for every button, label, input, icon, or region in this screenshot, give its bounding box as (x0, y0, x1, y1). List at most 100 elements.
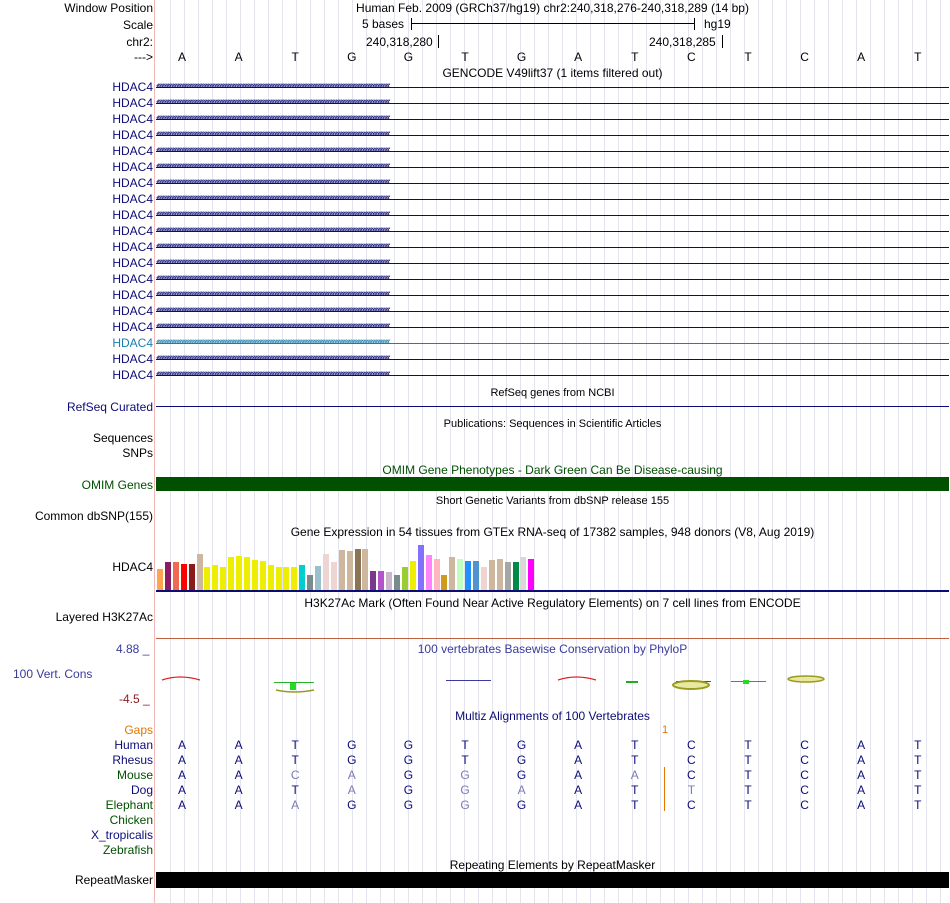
publications-sequences-label[interactable]: Sequences (92, 431, 153, 445)
gencode-gene-row[interactable]: ‹‹‹‹‹‹‹‹‹‹‹‹‹‹‹‹‹‹‹‹‹‹‹‹‹‹‹‹‹‹‹‹‹‹‹‹‹‹‹‹… (156, 160, 949, 174)
multiz-track-title[interactable]: Multiz Alignments of 100 Vertebrates (455, 709, 650, 723)
gtex-bar[interactable] (212, 565, 219, 590)
gtex-bar[interactable] (441, 575, 448, 590)
gencode-gene-label[interactable]: HDAC4 (112, 224, 153, 238)
gtex-bar[interactable] (378, 571, 385, 590)
gencode-gene-label[interactable]: HDAC4 (112, 352, 153, 366)
omim-feature-bar[interactable] (156, 477, 949, 491)
species-label[interactable]: Elephant (105, 798, 153, 812)
gencode-gene-label[interactable]: HDAC4 (112, 288, 153, 302)
gtex-bar[interactable] (299, 565, 306, 590)
gencode-gene-row[interactable]: ‹‹‹‹‹‹‹‹‹‹‹‹‹‹‹‹‹‹‹‹‹‹‹‹‹‹‹‹‹‹‹‹‹‹‹‹‹‹‹‹… (156, 224, 949, 238)
gtex-bar[interactable] (480, 567, 487, 590)
publications-snps-label[interactable]: SNPs (122, 446, 153, 460)
gtex-bar[interactable] (220, 567, 227, 590)
species-label[interactable]: Zebrafish (102, 843, 153, 857)
gtex-bar[interactable] (504, 562, 511, 590)
gtex-bar[interactable] (164, 562, 171, 590)
gtex-bar[interactable] (307, 575, 314, 590)
gtex-bar[interactable] (433, 559, 440, 590)
h3k27ac-label[interactable]: Layered H3K27Ac (55, 610, 153, 624)
gencode-gene-label[interactable]: HDAC4 (112, 144, 153, 158)
dbsnp-track-title[interactable]: Short Genetic Variants from dbSNP releas… (435, 495, 670, 507)
gtex-bar[interactable] (457, 559, 464, 590)
gtex-bar[interactable] (401, 567, 408, 590)
repeatmasker-label[interactable]: RepeatMasker (74, 873, 153, 887)
gtex-bar[interactable] (346, 551, 353, 590)
gencode-gene-row[interactable]: ‹‹‹‹‹‹‹‹‹‹‹‹‹‹‹‹‹‹‹‹‹‹‹‹‹‹‹‹‹‹‹‹‹‹‹‹‹‹‹‹… (156, 320, 949, 334)
phylop-track-title[interactable]: 100 vertebrates Basewise Conservation by… (417, 642, 688, 656)
h3k27ac-track-title[interactable]: H3K27Ac Mark (Often Found Near Active Re… (304, 596, 801, 610)
gencode-gene-label[interactable]: HDAC4 (112, 80, 153, 94)
omim-track-title[interactable]: OMIM Gene Phenotypes - Dark Green Can Be… (382, 463, 723, 477)
gtex-bar[interactable] (512, 562, 519, 590)
omim-label[interactable]: OMIM Genes (81, 478, 153, 492)
species-label[interactable]: Mouse (116, 768, 153, 782)
gencode-gene-row[interactable]: ‹‹‹‹‹‹‹‹‹‹‹‹‹‹‹‹‹‹‹‹‹‹‹‹‹‹‹‹‹‹‹‹‹‹‹‹‹‹‹‹… (156, 80, 949, 94)
gtex-bar[interactable] (243, 557, 250, 590)
gtex-bar[interactable] (488, 560, 495, 590)
phylop-signal[interactable] (156, 670, 949, 700)
gencode-gene-row[interactable]: ‹‹‹‹‹‹‹‹‹‹‹‹‹‹‹‹‹‹‹‹‹‹‹‹‹‹‹‹‹‹‹‹‹‹‹‹‹‹‹‹… (156, 352, 949, 366)
gencode-gene-label[interactable]: HDAC4 (112, 192, 153, 206)
gencode-gene-row[interactable]: ‹‹‹‹‹‹‹‹‹‹‹‹‹‹‹‹‹‹‹‹‹‹‹‹‹‹‹‹‹‹‹‹‹‹‹‹‹‹‹‹… (156, 368, 949, 382)
gtex-bar[interactable] (354, 549, 361, 590)
gtex-bar[interactable] (188, 564, 195, 590)
refseq-gene-line[interactable] (156, 406, 949, 407)
species-label[interactable]: Rhesus (112, 753, 153, 767)
gencode-gene-label[interactable]: HDAC4 (112, 112, 153, 126)
gtex-bar[interactable] (520, 557, 527, 590)
gtex-track-title[interactable]: Gene Expression in 54 tissues from GTEx … (290, 525, 815, 539)
gtex-bar[interactable] (172, 562, 179, 590)
gencode-gene-label[interactable]: HDAC4 (112, 128, 153, 142)
gencode-gene-row[interactable]: ‹‹‹‹‹‹‹‹‹‹‹‹‹‹‹‹‹‹‹‹‹‹‹‹‹‹‹‹‹‹‹‹‹‹‹‹‹‹‹‹… (156, 336, 949, 350)
gtex-bar[interactable] (251, 560, 258, 590)
gtex-bar[interactable] (465, 561, 472, 590)
gtex-bar[interactable] (425, 555, 432, 590)
gtex-bar[interactable] (370, 571, 377, 590)
gencode-gene-row[interactable]: ‹‹‹‹‹‹‹‹‹‹‹‹‹‹‹‹‹‹‹‹‹‹‹‹‹‹‹‹‹‹‹‹‹‹‹‹‹‹‹‹… (156, 96, 949, 110)
gencode-gene-row[interactable]: ‹‹‹‹‹‹‹‹‹‹‹‹‹‹‹‹‹‹‹‹‹‹‹‹‹‹‹‹‹‹‹‹‹‹‹‹‹‹‹‹… (156, 304, 949, 318)
gtex-bar[interactable] (330, 562, 337, 590)
gencode-gene-label[interactable]: HDAC4 (112, 96, 153, 110)
gtex-bar[interactable] (449, 557, 456, 590)
gtex-bar[interactable] (409, 561, 416, 590)
gencode-gene-row[interactable]: ‹‹‹‹‹‹‹‹‹‹‹‹‹‹‹‹‹‹‹‹‹‹‹‹‹‹‹‹‹‹‹‹‹‹‹‹‹‹‹‹… (156, 144, 949, 158)
species-label[interactable]: X_tropicalis (90, 828, 153, 842)
gtex-bar[interactable] (417, 545, 424, 590)
gencode-gene-label[interactable]: HDAC4 (112, 208, 153, 222)
gencode-gene-row[interactable]: ‹‹‹‹‹‹‹‹‹‹‹‹‹‹‹‹‹‹‹‹‹‹‹‹‹‹‹‹‹‹‹‹‹‹‹‹‹‹‹‹… (156, 192, 949, 206)
gtex-bar[interactable] (496, 559, 503, 590)
gencode-gene-row[interactable]: ‹‹‹‹‹‹‹‹‹‹‹‹‹‹‹‹‹‹‹‹‹‹‹‹‹‹‹‹‹‹‹‹‹‹‹‹‹‹‹‹… (156, 272, 949, 286)
phylop-label[interactable]: 100 Vert. Cons (13, 667, 93, 681)
gencode-gene-row[interactable]: ‹‹‹‹‹‹‹‹‹‹‹‹‹‹‹‹‹‹‹‹‹‹‹‹‹‹‹‹‹‹‹‹‹‹‹‹‹‹‹‹… (156, 112, 949, 126)
gtex-bar[interactable] (291, 567, 298, 590)
gtex-bar[interactable] (259, 561, 266, 590)
gtex-bar[interactable] (394, 575, 400, 590)
gtex-bar[interactable] (180, 564, 187, 590)
species-label[interactable]: Chicken (109, 813, 153, 827)
species-label[interactable]: Human (114, 738, 153, 752)
gtex-bar[interactable] (528, 559, 535, 590)
gtex-bar[interactable] (236, 556, 242, 590)
gencode-gene-row[interactable]: ‹‹‹‹‹‹‹‹‹‹‹‹‹‹‹‹‹‹‹‹‹‹‹‹‹‹‹‹‹‹‹‹‹‹‹‹‹‹‹‹… (156, 176, 949, 190)
gtex-bar[interactable] (362, 549, 369, 590)
gencode-gene-row[interactable]: ‹‹‹‹‹‹‹‹‹‹‹‹‹‹‹‹‹‹‹‹‹‹‹‹‹‹‹‹‹‹‹‹‹‹‹‹‹‹‹‹… (156, 128, 949, 142)
gtex-bar[interactable] (315, 566, 321, 590)
gtex-bar[interactable] (283, 567, 290, 590)
gtex-bar[interactable] (204, 567, 211, 590)
gencode-gene-label[interactable]: HDAC4 (112, 160, 153, 174)
gtex-gene-label[interactable]: HDAC4 (112, 560, 153, 574)
gtex-bar[interactable] (267, 565, 274, 590)
gencode-gene-label[interactable]: HDAC4 (112, 304, 153, 318)
gencode-gene-label[interactable]: HDAC4 (112, 240, 153, 254)
gencode-gene-label[interactable]: HDAC4 (112, 368, 153, 382)
gencode-gene-row[interactable]: ‹‹‹‹‹‹‹‹‹‹‹‹‹‹‹‹‹‹‹‹‹‹‹‹‹‹‹‹‹‹‹‹‹‹‹‹‹‹‹‹… (156, 208, 949, 222)
gencode-gene-row[interactable]: ‹‹‹‹‹‹‹‹‹‹‹‹‹‹‹‹‹‹‹‹‹‹‹‹‹‹‹‹‹‹‹‹‹‹‹‹‹‹‹‹… (156, 240, 949, 254)
gencode-gene-row[interactable]: ‹‹‹‹‹‹‹‹‹‹‹‹‹‹‹‹‹‹‹‹‹‹‹‹‹‹‹‹‹‹‹‹‹‹‹‹‹‹‹‹… (156, 288, 949, 302)
publications-track-title[interactable]: Publications: Sequences in Scientific Ar… (443, 418, 662, 430)
gencode-gene-label[interactable]: HDAC4 (112, 272, 153, 286)
gencode-gene-label[interactable]: HDAC4 (112, 336, 153, 350)
dbsnp-label[interactable]: Common dbSNP(155) (34, 509, 153, 523)
